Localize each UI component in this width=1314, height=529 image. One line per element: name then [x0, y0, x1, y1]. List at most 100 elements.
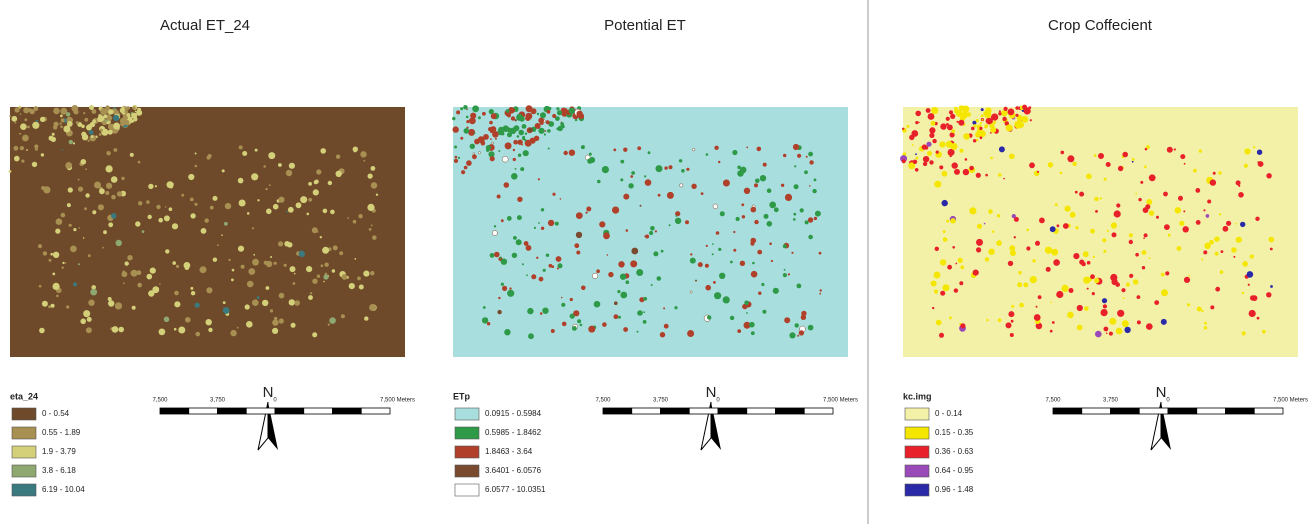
- map-patch: [562, 322, 567, 327]
- map-patch: [793, 218, 796, 221]
- map-patch: [537, 113, 539, 115]
- legend-swatch: [905, 427, 929, 439]
- map-patch: [576, 111, 582, 117]
- map-patch: [986, 319, 988, 321]
- map-patch: [795, 323, 799, 327]
- map-patch: [323, 281, 325, 283]
- map-patch: [43, 251, 47, 255]
- map-patch: [474, 139, 480, 145]
- map-patch: [1073, 253, 1079, 259]
- map-patch: [482, 112, 486, 116]
- map-patch: [269, 184, 271, 186]
- map-patch: [733, 249, 736, 252]
- map-patch: [774, 207, 779, 212]
- north-label: N: [1156, 384, 1167, 401]
- map-patch: [481, 141, 486, 146]
- map-patch: [981, 114, 984, 117]
- map-patch: [1143, 207, 1149, 213]
- map-patch: [100, 108, 107, 115]
- map-patch: [560, 122, 564, 126]
- map-patch: [1257, 161, 1259, 163]
- map-patch: [548, 107, 552, 111]
- map-patch: [1183, 226, 1189, 232]
- map-patch: [545, 130, 547, 132]
- map-patch: [690, 291, 692, 293]
- map-patch: [1146, 145, 1150, 149]
- map-patch: [131, 120, 134, 123]
- map-patch: [542, 308, 548, 314]
- map-patch: [749, 322, 755, 328]
- map-patch: [321, 264, 324, 267]
- map-patch: [19, 106, 22, 109]
- map-patch: [511, 173, 518, 180]
- map-patch: [614, 314, 619, 319]
- map-patch: [148, 215, 152, 219]
- scale-bar-segment: [246, 408, 275, 414]
- map-patch: [623, 194, 629, 200]
- map-patch: [308, 295, 313, 300]
- map-patch: [679, 159, 682, 162]
- map-patch: [946, 220, 949, 223]
- map-patch: [530, 138, 536, 144]
- map-patch: [732, 150, 737, 155]
- map-patch: [560, 198, 562, 200]
- map-patch: [522, 124, 527, 129]
- map-patch: [663, 307, 665, 309]
- legend-swatch: [455, 427, 479, 439]
- map-patch: [1018, 271, 1021, 274]
- map-patch: [51, 304, 55, 308]
- map-patch: [245, 304, 250, 309]
- map-patch: [159, 283, 161, 285]
- map-patch: [85, 193, 89, 197]
- map-patch: [1017, 282, 1022, 287]
- map-patch: [1123, 297, 1125, 299]
- map-patch: [1075, 191, 1078, 194]
- map-patch: [358, 214, 362, 218]
- map-patch: [1030, 119, 1032, 121]
- map-patch: [767, 221, 773, 227]
- map-patch: [1039, 218, 1045, 224]
- map-patch: [588, 326, 595, 333]
- map-patch: [466, 160, 472, 166]
- map-patch: [923, 162, 927, 166]
- map-patch: [138, 161, 141, 164]
- map-patch: [176, 265, 179, 268]
- map-patch: [1156, 216, 1159, 219]
- map-patch: [799, 330, 804, 335]
- map-patch: [1095, 210, 1098, 213]
- scale-bar-segment: [218, 408, 247, 414]
- map-patch: [740, 167, 747, 174]
- map-patch: [115, 302, 122, 309]
- map-patch: [73, 282, 77, 286]
- map-patch: [1236, 237, 1242, 243]
- map-patch: [113, 123, 120, 130]
- scale-bar-segment: [160, 408, 189, 414]
- map-patch: [62, 149, 64, 151]
- map-patch: [56, 218, 63, 225]
- map-patch: [520, 167, 524, 171]
- map-patch: [88, 254, 91, 257]
- map-patch: [939, 141, 945, 147]
- map-patch: [125, 261, 129, 265]
- scale-label: 0: [1166, 398, 1170, 404]
- map-patch: [526, 245, 532, 251]
- map-patch: [808, 217, 813, 222]
- map-patch: [754, 220, 758, 224]
- legend-label: 0.96 - 1.48: [935, 485, 974, 494]
- map-patch: [310, 292, 312, 294]
- map-patch: [80, 319, 86, 325]
- map-patch: [741, 203, 744, 206]
- map-patch: [60, 115, 63, 118]
- map-patch: [789, 332, 795, 338]
- map-patch: [473, 153, 475, 155]
- map-patch: [453, 126, 459, 132]
- map-patch: [680, 184, 683, 187]
- map-patch: [98, 114, 101, 117]
- legend-label: 0.36 - 0.63: [935, 447, 974, 456]
- map-patch: [1121, 288, 1125, 292]
- map-patch: [943, 230, 946, 233]
- map-patch: [217, 244, 219, 246]
- map-patch: [1135, 193, 1137, 195]
- map-patch: [516, 239, 522, 245]
- map-patch: [936, 320, 942, 326]
